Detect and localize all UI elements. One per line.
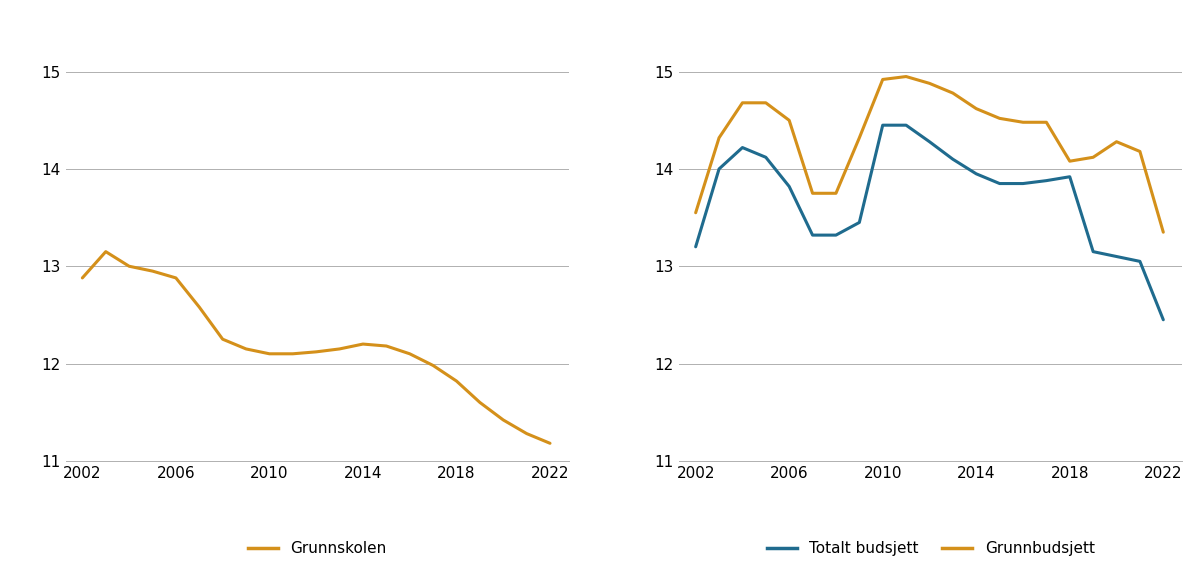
Legend: Totalt budsjett, Grunnbudsjett: Totalt budsjett, Grunnbudsjett bbox=[761, 535, 1100, 563]
Legend: Grunnskolen: Grunnskolen bbox=[241, 535, 392, 563]
